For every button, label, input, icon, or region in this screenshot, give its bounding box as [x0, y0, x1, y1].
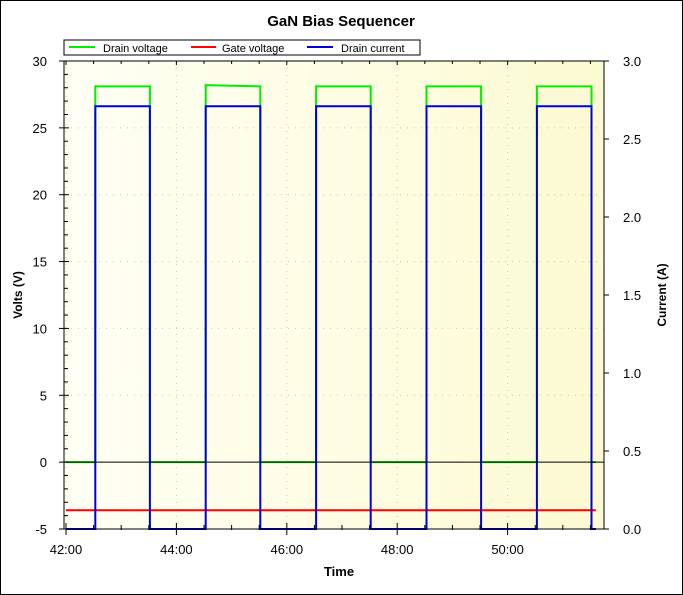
y-tick-label: 5	[40, 388, 47, 403]
y2-tick-label: 1.5	[623, 288, 641, 303]
x-tick-label: 44:00	[160, 542, 193, 557]
y-tick-label: 10	[33, 321, 47, 336]
y-axis-left: -5 0 5 10 15 20 25 30	[33, 54, 69, 537]
legend-label-drain-voltage: Drain voltage	[103, 43, 168, 55]
legend-label-drain-current: Drain current	[341, 43, 405, 55]
x-tick-label: 48:00	[381, 542, 414, 557]
y2-tick-label: 0.0	[623, 522, 641, 537]
x-axis-label: Time	[324, 564, 354, 579]
x-axis: 42:00 44:00 46:00 48:00 50:00	[50, 61, 591, 557]
legend-label-gate-voltage: Gate voltage	[222, 43, 284, 55]
y-tick-label: 15	[33, 255, 47, 270]
series-drain-current	[66, 105, 596, 530]
y-axis-label: Volts (V)	[11, 271, 25, 319]
y-tick-label: 0	[40, 455, 47, 470]
x-tick-label: 46:00	[271, 542, 304, 557]
chart-title: GaN Bias Sequencer	[267, 13, 415, 30]
y-tick-label: 30	[33, 54, 47, 69]
legend-box	[63, 39, 421, 56]
plot-area	[64, 61, 604, 529]
x-tick-label: 42:00	[50, 542, 83, 557]
y2-axis-label: Current (A)	[655, 263, 669, 326]
x-tick-label: 50:00	[491, 542, 524, 557]
y2-tick-label: 0.5	[623, 444, 641, 459]
legend: Drain voltage Gate voltage Drain current	[63, 39, 421, 56]
y-axis-right: 0.0 0.5 1.0 1.5 2.0 2.5 3.0	[604, 54, 641, 537]
y2-tick-label: 2.0	[623, 210, 641, 225]
y2-tick-label: 3.0	[623, 54, 641, 69]
y-tick-label: 20	[33, 188, 47, 203]
series-lines	[66, 84, 596, 530]
y-tick-label: 25	[33, 121, 47, 136]
y-tick-label: -5	[35, 522, 47, 537]
gridlines	[64, 61, 604, 529]
y2-tick-label: 2.5	[623, 132, 641, 147]
y2-tick-label: 1.0	[623, 366, 641, 381]
